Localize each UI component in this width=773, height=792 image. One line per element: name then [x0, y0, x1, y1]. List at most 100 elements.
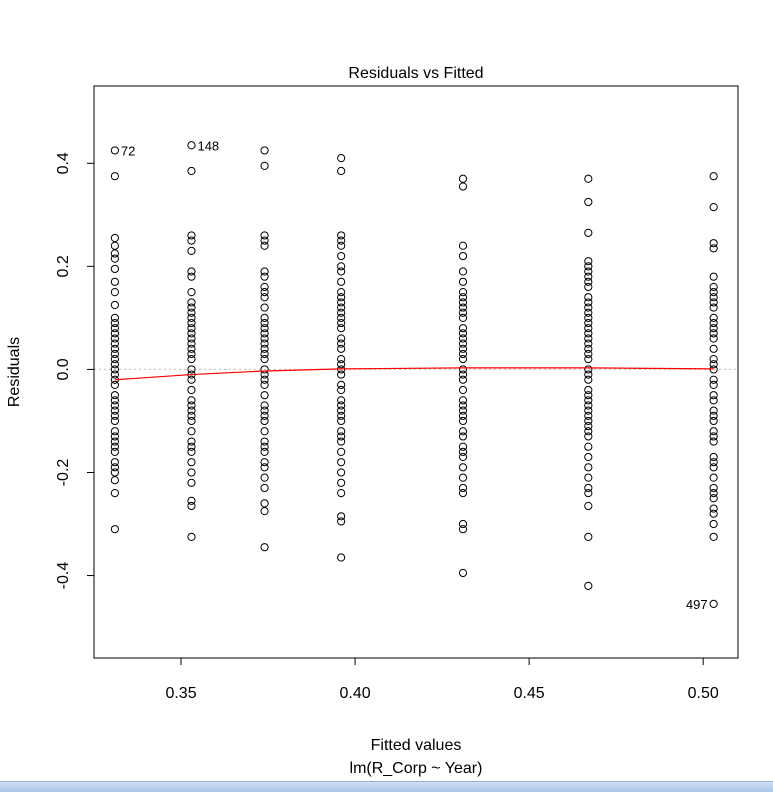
residual-point-4-8 [458, 298, 468, 307]
residual-point-5-11 [584, 303, 593, 312]
residual-point-1-11 [187, 313, 196, 322]
residual-point-4-23 [458, 396, 468, 405]
residual-point-1-19 [187, 355, 196, 364]
residual-point-6-0 [709, 172, 718, 181]
residual-point-5-39 [584, 483, 593, 493]
y-tick-label: -0.4 [55, 562, 72, 590]
residual-point-0-14 [110, 334, 119, 343]
residual-point-6-9 [709, 303, 718, 312]
residual-point-3-7 [337, 267, 346, 276]
residual-point-0-40 [110, 525, 119, 534]
residual-point-2-19 [260, 355, 269, 364]
residual-point-4-25 [458, 406, 468, 415]
residual-point-4-10 [458, 308, 468, 317]
residual-point-1-30 [187, 437, 196, 446]
residual-point-5-10 [584, 298, 593, 307]
residual-point-2-38 [260, 507, 269, 516]
residual-point-6-5 [709, 282, 718, 292]
outlier-label-148: 148 [197, 138, 219, 153]
residual-point-2-30 [260, 437, 269, 446]
residual-point-6-23 [709, 406, 718, 415]
residual-point-6-40 [709, 599, 718, 608]
residual-point-5-22 [584, 365, 593, 374]
window-status-strip [0, 781, 773, 792]
residual-point-3-13 [337, 308, 346, 317]
residual-point-0-28 [110, 411, 119, 420]
residual-point-2-15 [260, 334, 269, 343]
residual-point-2-18 [260, 349, 269, 359]
residual-point-6-37 [709, 509, 718, 518]
residual-point-0-34 [110, 447, 119, 456]
residual-point-4-13 [458, 329, 468, 338]
residual-point-3-15 [337, 318, 346, 328]
residual-point-2-22 [260, 375, 269, 384]
residual-point-4-39 [458, 568, 468, 578]
residual-point-4-24 [458, 401, 468, 410]
residual-point-4-3 [458, 251, 468, 261]
residual-point-6-3 [709, 244, 718, 253]
residual-point-5-2 [584, 228, 593, 237]
residual-point-1-1 [187, 166, 196, 176]
residual-point-3-19 [337, 344, 346, 353]
residual-point-2-16 [260, 339, 269, 348]
residual-point-1-28 [187, 416, 196, 426]
residual-point-2-33 [260, 458, 269, 467]
residual-point-0-0 [110, 146, 119, 155]
residual-point-4-12 [458, 324, 468, 333]
residual-point-2-17 [260, 344, 269, 353]
residual-point-3-31 [337, 427, 346, 436]
residual-point-5-24 [584, 375, 593, 384]
residual-point-6-34 [709, 488, 718, 498]
plot-frame [93, 85, 739, 659]
residual-point-1-6 [187, 272, 196, 281]
residual-point-4-11 [458, 313, 468, 322]
residual-point-6-29 [709, 452, 718, 462]
residual-point-2-9 [260, 293, 269, 302]
outlier-label-72: 72 [121, 143, 135, 158]
residual-point-5-12 [584, 308, 593, 317]
residual-point-6-19 [709, 375, 718, 384]
residual-point-0-16 [110, 344, 119, 353]
residual-point-4-29 [458, 432, 468, 441]
residual-point-3-24 [337, 380, 346, 389]
residual-point-0-20 [110, 365, 119, 374]
residual-point-3-34 [337, 447, 346, 456]
residual-point-2-35 [260, 473, 269, 482]
residual-point-5-8 [584, 282, 593, 292]
residual-point-2-34 [260, 463, 269, 472]
residual-point-5-32 [584, 422, 593, 431]
residual-point-3-38 [337, 488, 346, 498]
residual-point-2-29 [260, 427, 269, 436]
residual-point-6-26 [709, 427, 718, 436]
residual-point-5-4 [584, 262, 593, 271]
residual-point-0-33 [110, 442, 119, 451]
residual-point-0-39 [110, 488, 119, 498]
residual-point-6-25 [709, 416, 718, 426]
residual-point-6-13 [709, 329, 718, 338]
residual-point-2-14 [260, 329, 269, 338]
residual-point-3-41 [337, 553, 346, 562]
residual-point-0-36 [110, 463, 119, 472]
residual-point-4-33 [458, 463, 468, 472]
residual-point-5-30 [584, 411, 593, 420]
residual-point-5-18 [584, 339, 593, 348]
residual-point-4-28 [458, 427, 468, 436]
residual-point-1-26 [187, 406, 196, 415]
residual-point-4-36 [458, 488, 468, 498]
residual-point-4-6 [458, 288, 468, 297]
residual-point-0-4 [110, 249, 119, 258]
outlier-label-497: 497 [686, 597, 708, 612]
residual-point-6-28 [709, 437, 718, 446]
residual-point-6-20 [709, 380, 718, 389]
residual-point-2-7 [260, 282, 269, 292]
residual-point-3-27 [337, 401, 346, 410]
residual-point-0-26 [110, 401, 119, 410]
residual-point-3-29 [337, 411, 346, 420]
residual-point-4-0 [458, 174, 468, 183]
residual-point-3-39 [337, 512, 346, 521]
residual-point-1-23 [187, 385, 196, 395]
residual-point-5-42 [584, 532, 593, 542]
residual-point-2-37 [260, 499, 269, 508]
y-tick-label: 0.0 [55, 358, 72, 380]
